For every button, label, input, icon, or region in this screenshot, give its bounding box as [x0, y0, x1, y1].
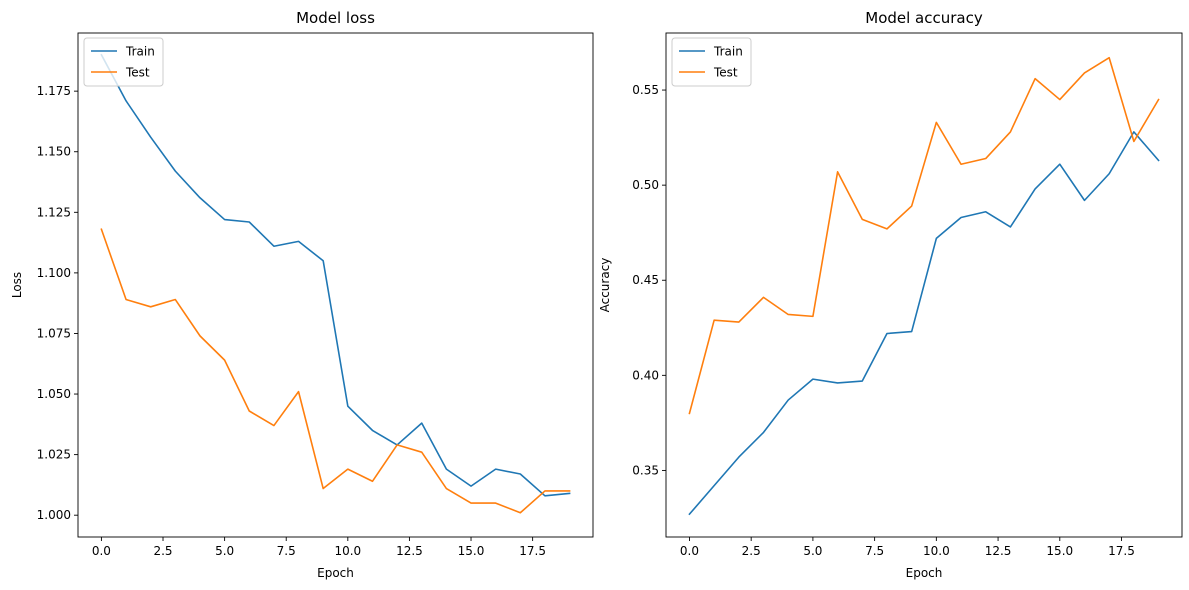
x-axis-label: Epoch: [906, 566, 943, 580]
y-tick-label: 1.125: [37, 205, 71, 219]
y-tick-label: 1.050: [37, 387, 71, 401]
x-tick-label: 12.5: [985, 544, 1012, 558]
x-tick-label: 15.0: [1046, 544, 1073, 558]
plot-frame: [665, 32, 1183, 538]
x-tick-label: 5.0: [803, 544, 822, 558]
x-tick-label: 0.0: [680, 544, 699, 558]
legend-box: [83, 37, 164, 87]
x-axis-label: Epoch: [317, 566, 354, 580]
legend-label-train: Train: [125, 45, 155, 59]
x-tick-label: 7.5: [277, 544, 296, 558]
y-axis-label: Accuracy: [598, 258, 612, 313]
y-tick-label: 1.100: [37, 266, 71, 280]
x-tick-label: 7.5: [865, 544, 884, 558]
x-tick-label: 15.0: [458, 544, 485, 558]
y-tick-label: 0.45: [632, 273, 659, 287]
x-tick-label: 10.0: [923, 544, 950, 558]
x-tick-label: 2.5: [153, 544, 172, 558]
y-tick-label: 0.35: [632, 463, 659, 477]
y-tick-label: 1.075: [37, 326, 71, 340]
legend-label-test: Test: [125, 66, 150, 80]
y-tick-label: 1.000: [37, 508, 71, 522]
x-tick-label: 17.5: [519, 544, 546, 558]
y-tick-label: 1.150: [37, 145, 71, 159]
series-line-train: [688, 131, 1160, 516]
loss-chart: 0.0 2.5 5.0 7.5 10.0 12.5 15.0 17.5 1.000 1.025 1.…: [10, 9, 594, 580]
legend-box: [671, 37, 752, 87]
y-tick-label: 0.50: [632, 178, 659, 192]
y-tick-label: 0.40: [632, 368, 659, 382]
chart-title: Model loss: [296, 9, 375, 27]
series-line-test: [688, 56, 1160, 415]
x-tick-label: 17.5: [1108, 544, 1135, 558]
legend: Train Test: [671, 37, 752, 87]
x-tick-label: 12.5: [396, 544, 423, 558]
x-tick-label: 10.0: [334, 544, 361, 558]
y-tick-label: 1.175: [37, 84, 71, 98]
y-axis-label: Loss: [10, 272, 24, 298]
y-tick-label: 1.025: [37, 448, 71, 462]
y-tick-label: 0.55: [632, 83, 659, 97]
series-line-test: [100, 228, 571, 514]
plot-frame: [77, 32, 594, 538]
legend-label-train: Train: [713, 45, 743, 59]
x-tick-label: 5.0: [215, 544, 234, 558]
x-tick-label: 2.5: [742, 544, 761, 558]
accuracy-chart: 0.0 2.5 5.0 7.5 10.0 12.5 15.0 17.5 0.35 0.40 0.45…: [598, 9, 1183, 580]
legend-label-test: Test: [713, 66, 738, 80]
chart-title: Model accuracy: [865, 9, 983, 27]
legend: Train Test: [83, 37, 164, 87]
x-tick-label: 0.0: [92, 544, 111, 558]
series-line-train: [100, 53, 571, 497]
